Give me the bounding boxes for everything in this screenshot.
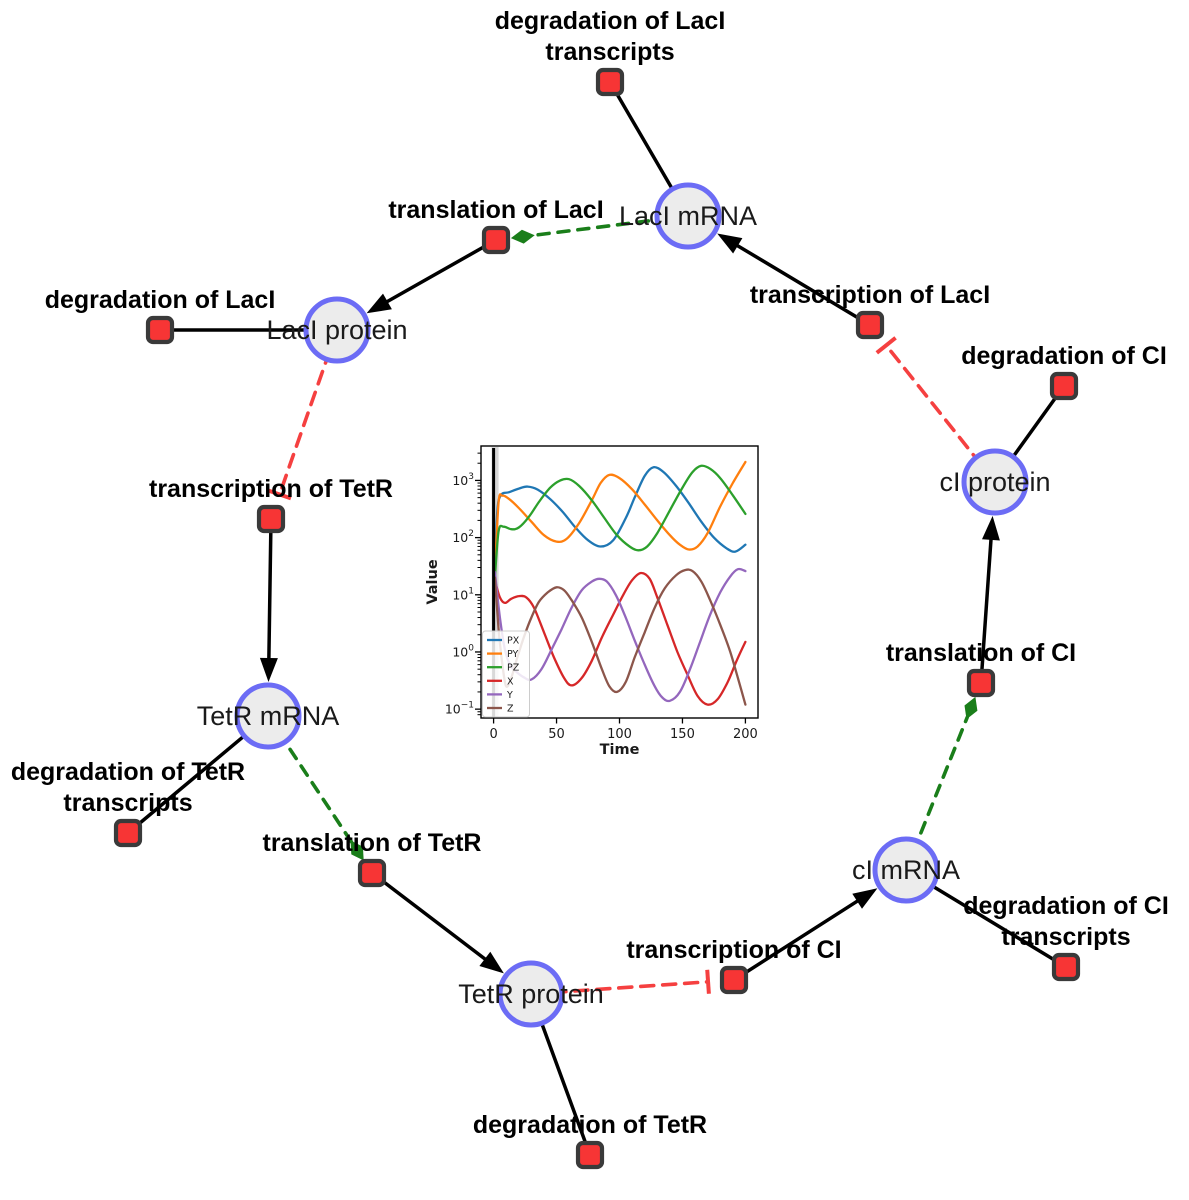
x-tick-label: 100: [607, 727, 632, 742]
reaction-label-deg_ci_tr-line2: transcripts: [1001, 923, 1130, 951]
edge-modifier-laci_mrna-to-transl_laci-diamond-icon: [510, 229, 535, 244]
x-tick-label: 150: [670, 727, 695, 742]
edge-production-transcr_ci-to-ci_mrna-arrowhead-icon: [852, 888, 878, 909]
reaction-label-deg_ci-line1: degradation of CI: [961, 342, 1167, 370]
reaction-node-deg_ci: [1049, 371, 1079, 401]
reaction-node-deg_ci_tr: [1051, 952, 1081, 982]
species-node-tetr_protein: [497, 960, 565, 1028]
network-labels: degradation of LacI transcripts translatio…: [11, 7, 1169, 1139]
reaction-label-transcr_laci-line1: transcription of LacI: [750, 281, 990, 309]
y-tick-label: 10−1: [445, 701, 474, 717]
chart-line-PY: [493, 460, 747, 574]
edge-production-transl_tetr-to-tetr_protein-arrowhead-icon: [479, 951, 504, 974]
species-node-ci_mrna: [872, 836, 940, 904]
edge-inhibition-ci_protein-to-transcr_laci-tbar-icon: [875, 336, 897, 355]
x-axis-title: Time: [600, 742, 640, 758]
reaction-node-deg_tetr_tr: [113, 818, 143, 848]
edge-production-transcr_tetr-to-tetr_mrna: [267, 517, 273, 668]
inset-timeseries-chart: 0 50 100 150 200Time10−1100101102103ValuePXP…: [425, 445, 759, 758]
reaction-label-deg_ci_tr-line1: degradation of CI: [963, 892, 1169, 920]
reaction-label-transcr_ci-line1: transcription of CI: [626, 936, 841, 964]
edge-production-transcr_laci-to-laci_mrna: [729, 239, 872, 327]
reaction-label-transl_tetr-line1: translation of TetR: [263, 829, 482, 857]
legend-label-X: X: [507, 676, 514, 687]
y-tick-label: 101: [452, 586, 474, 602]
reaction-node-transl_laci: [481, 225, 511, 255]
edge-production-transl_tetr-to-tetr_protein: [370, 871, 493, 966]
y-tick-label: 103: [452, 472, 474, 488]
reaction-node-deg_laci_tr: [595, 67, 625, 97]
species-label-tetr_mrna: TetR mRNA: [197, 701, 340, 731]
species-node-tetr_mrna: [234, 682, 302, 750]
edge-production-transcr_laci-to-laci_mrna-arrowhead-icon: [717, 233, 743, 254]
y-axis-title: Value: [425, 559, 441, 605]
legend-label-Y: Y: [506, 690, 513, 701]
reaction-node-transl_ci: [966, 668, 996, 698]
y-tick-label: 100: [452, 643, 474, 659]
species-label-laci_mrna: LacI mRNA: [619, 201, 757, 231]
chart-series-group: [493, 460, 747, 706]
reaction-label-deg_tetr-line1: degradation of TetR: [473, 1111, 707, 1139]
legend-label-PY: PY: [507, 649, 519, 660]
legend-label-Z: Z: [507, 704, 514, 715]
reaction-label-deg_tetr_tr-line2: transcripts: [63, 789, 192, 817]
edge-production-transcr_tetr-to-tetr_mrna-arrowhead-icon: [259, 657, 278, 682]
edge-production-transl_laci-to-laci_protein-arrowhead-icon: [366, 293, 392, 314]
chart-x-axis: 0 50 100 150 200 Time: [489, 718, 758, 758]
chart-y-axis: 10−1 100 101 102 103 Value: [425, 452, 481, 717]
reaction-label-deg_laci_tr-line1: degradation of LacI: [495, 7, 726, 35]
species-label-ci_protein: cI protein: [939, 467, 1050, 497]
reaction-node-transcr_tetr: [256, 504, 286, 534]
reaction-label-transcr_tetr-line1: transcription of TetR: [149, 475, 393, 503]
edge-production-transl_ci-to-ci_protein: [979, 530, 994, 685]
edge-modifier-tetr_mrna-to-transl_tetr-diamond-icon: [350, 840, 364, 861]
reaction-node-transl_tetr: [357, 858, 387, 888]
legend-label-PX: PX: [507, 636, 520, 647]
species-node-laci_protein: [303, 296, 371, 364]
species-node-laci_mrna: [654, 182, 722, 250]
species-label-laci_protein: LacI protein: [266, 315, 407, 345]
reaction-label-transl_laci-line1: translation of LacI: [388, 196, 603, 224]
x-tick-label: 200: [733, 727, 758, 742]
edge-production-transl_ci-to-ci_protein-arrowhead-icon: [982, 515, 1000, 541]
chart-line-PZ: [493, 464, 747, 579]
edge-production-transcr_ci-to-ci_mrna: [732, 895, 866, 982]
legend-box: [482, 630, 530, 718]
species-label-tetr_protein: TetR protein: [458, 979, 604, 1009]
chart-line-Z: [493, 568, 747, 706]
network-nodes: [113, 67, 1081, 1170]
reaction-label-deg_laci-line1: degradation of LacI: [45, 286, 276, 314]
edge-modifier-ci_mrna-to-transl_ci-diamond-icon: [964, 696, 978, 720]
x-tick-label: 50: [548, 727, 565, 742]
reaction-label-deg_laci_tr-line2: transcripts: [545, 38, 674, 66]
chart-line-PX: [493, 465, 747, 569]
reaction-node-deg_tetr: [575, 1140, 605, 1170]
chart-legend: PX PY PZ XYZ: [482, 630, 530, 718]
edge-production-transl_laci-to-laci_protein: [378, 238, 498, 308]
reaction-label-transl_ci-line1: translation of CI: [886, 639, 1076, 667]
x-tick-label: 0: [489, 727, 497, 742]
legend-label-PZ: PZ: [507, 663, 520, 674]
reaction-node-transcr_laci: [855, 310, 885, 340]
chart-line-Y: [493, 567, 747, 703]
reaction-node-transcr_ci: [719, 965, 749, 995]
reaction-node-deg_laci: [145, 315, 175, 345]
chart-line-X: [493, 571, 747, 706]
edge-inhibition-tetr_protein-to-transcr_ci-tbar-icon: [705, 969, 711, 994]
reaction-label-deg_tetr_tr-line1: degradation of TetR: [11, 758, 245, 786]
y-tick-label: 102: [452, 529, 474, 545]
species-label-ci_mrna: cI mRNA: [852, 855, 960, 885]
edge-inhibition-laci_protein-to-transcr_tetr-tbar-icon: [267, 488, 292, 501]
species-node-ci_protein: [961, 448, 1029, 516]
